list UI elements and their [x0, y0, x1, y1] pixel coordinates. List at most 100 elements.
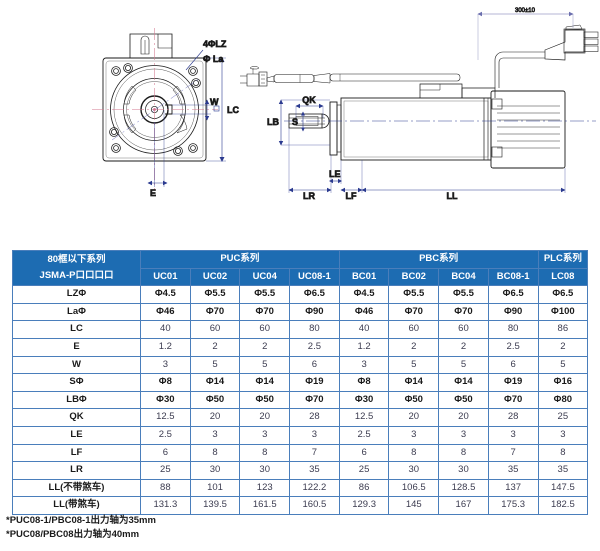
cell-uc01-5: Φ8: [140, 373, 191, 392]
table-row: LF 6 8 8 7 6 8 8 7 8: [12, 443, 589, 463]
cell-bc01-4: 3: [338, 355, 390, 375]
cell-uc08-1-12: 160.5: [289, 496, 340, 515]
cell-uc04-3: 2: [239, 337, 291, 357]
col-header-bc02: BC02: [388, 267, 440, 287]
table-row: E 1.2 2 2 2.5 1.2 2 2 2.5 2: [12, 337, 589, 357]
row-label: LL(带煞车): [12, 496, 141, 515]
cell-uc02-11: 101: [189, 478, 241, 498]
cell-uc08-1-3: 2.5: [289, 337, 340, 357]
cell-bc01-9: 6: [338, 443, 390, 463]
cell-uc01-4: 3: [140, 355, 191, 375]
cell-bc08-1-2: 80: [487, 320, 539, 339]
cell-bc02-1: Φ70: [388, 302, 440, 322]
cell-bc02-11: 106.5: [388, 478, 440, 498]
side-view-dimensions: [278, 99, 566, 193]
cell-bc01-5: Φ8: [338, 373, 390, 392]
label-lb: LB: [267, 117, 279, 127]
cell-bc08-1-3: 2.5: [487, 337, 539, 357]
cable-length-dimension: [477, 11, 574, 60]
cell-uc04-5: Φ14: [239, 373, 291, 392]
cell-bc08-1-5: Φ19: [487, 373, 539, 392]
cell-bc04-2: 60: [438, 320, 489, 339]
cell-uc02-7: 20: [189, 408, 241, 427]
table-row: LaΦ Φ46 Φ70 Φ70 Φ90 Φ46 Φ70 Φ70 Φ90 Φ100: [12, 302, 589, 322]
row-label: QK: [12, 408, 141, 427]
cell-bc04-3: 2: [438, 337, 489, 357]
cell-bc01-3: 1.2: [338, 337, 390, 357]
cell-uc08-1-6: Φ70: [289, 390, 340, 410]
table-row: QK 12.5 20 20 28 12.5 20 20 28 25: [12, 408, 589, 427]
cell-uc08-1-2: 80: [289, 320, 340, 339]
cell-uc02-8: 3: [189, 425, 241, 445]
cell-uc04-2: 60: [239, 320, 291, 339]
cell-uc02-12: 139.5: [189, 496, 241, 515]
header-column-row: UC01 UC02 UC04 UC08-1 BC01 BC02 BC04 BC0…: [13, 267, 589, 287]
corner-line-2: JSMA-P口口口口: [39, 270, 114, 282]
row-label: LR: [12, 461, 141, 480]
table-row: LZΦ Φ4.5 Φ5.5 Φ5.5 Φ6.5 Φ4.5 Φ5.5 Φ5.5 Φ6.5 Φ6.5: [12, 285, 589, 304]
label-4philz: 4ΦLZ: [203, 39, 227, 49]
row-label: W: [12, 355, 141, 375]
col-header-uc04: UC04: [239, 267, 291, 287]
table-row: LL(带煞车) 131.3 139.5 161.5 160.5 129.3 145 167 17…: [12, 496, 589, 515]
table-body: LZΦ Φ4.5 Φ5.5 Φ5.5 Φ6.5 Φ4.5 Φ5.5 Φ5.5 Φ6.5 Φ6.5 L…: [12, 285, 589, 515]
group-header-plc: PLC系列: [537, 250, 589, 269]
cell-uc01-11: 88: [140, 478, 191, 498]
cell-bc02-0: Φ5.5: [388, 285, 440, 304]
cell-uc04-8: 3: [239, 425, 291, 445]
cell-lc08-0: Φ6.5: [537, 285, 589, 304]
label-cable-length: 300±10: [515, 8, 536, 14]
cell-lc08-11: 147.5: [537, 478, 589, 498]
front-view: [92, 28, 218, 190]
cell-uc04-4: 5: [239, 355, 291, 375]
cell-uc08-1-4: 6: [289, 355, 340, 375]
cell-uc02-2: 60: [189, 320, 241, 339]
cell-uc01-0: Φ4.5: [140, 285, 191, 304]
col-header-uc01: UC01: [140, 267, 191, 287]
label-e: E: [150, 188, 156, 198]
cell-uc02-6: Φ50: [189, 390, 241, 410]
cell-uc01-6: Φ30: [140, 390, 191, 410]
cell-bc02-3: 2: [388, 337, 440, 357]
cell-uc02-9: 8: [189, 443, 241, 463]
col-header-uc08-1: UC08-1: [289, 267, 340, 287]
cell-bc04-0: Φ5.5: [438, 285, 489, 304]
cell-lc08-10: 35: [537, 461, 589, 480]
cell-lc08-9: 8: [537, 443, 589, 463]
cell-uc08-1-1: Φ90: [289, 302, 340, 322]
col-header-bc01: BC01: [338, 267, 390, 287]
cell-lc08-12: 182.5: [537, 496, 589, 515]
row-label: E: [12, 337, 141, 357]
footnote-1: *PUC08-1/PBC08-1出力轴为35mm: [6, 515, 156, 526]
cell-uc02-5: Φ14: [189, 373, 241, 392]
encoder-cable-connector: [240, 66, 461, 87]
motor-dimension-drawing: 4ΦLZ Φ La LC W E: [92, 8, 599, 201]
row-label: LZΦ: [12, 285, 141, 304]
cell-bc08-1-0: Φ6.5: [487, 285, 539, 304]
side-view: [284, 24, 599, 169]
cell-bc04-7: 20: [438, 408, 489, 427]
cell-lc08-3: 2: [537, 337, 589, 357]
group-header-puc: PUC系列: [140, 250, 340, 269]
cell-bc02-9: 8: [388, 443, 440, 463]
cell-lc08-1: Φ100: [537, 302, 589, 322]
label-lc: LC: [227, 105, 239, 115]
row-label: LL(不带煞车): [12, 478, 141, 498]
cell-uc02-1: Φ70: [189, 302, 241, 322]
cell-bc08-1-1: Φ90: [487, 302, 539, 322]
cell-bc01-10: 25: [338, 461, 390, 480]
cell-uc02-3: 2: [189, 337, 241, 357]
cell-uc02-4: 5: [189, 355, 241, 375]
cell-uc01-1: Φ46: [140, 302, 191, 322]
cell-uc04-1: Φ70: [239, 302, 291, 322]
col-header-uc02: UC02: [189, 267, 241, 287]
table-row: LC 40 60 60 80 40 60 60 80 86: [12, 320, 589, 339]
cell-bc01-6: Φ30: [338, 390, 390, 410]
table-row: LE 2.5 3 3 3 2.5 3 3 3 3: [12, 425, 589, 445]
cell-uc08-1-9: 7: [289, 443, 340, 463]
cell-uc08-1-0: Φ6.5: [289, 285, 340, 304]
cell-bc01-2: 40: [338, 320, 390, 339]
cell-bc04-12: 167: [438, 496, 489, 515]
cell-uc01-8: 2.5: [140, 425, 191, 445]
